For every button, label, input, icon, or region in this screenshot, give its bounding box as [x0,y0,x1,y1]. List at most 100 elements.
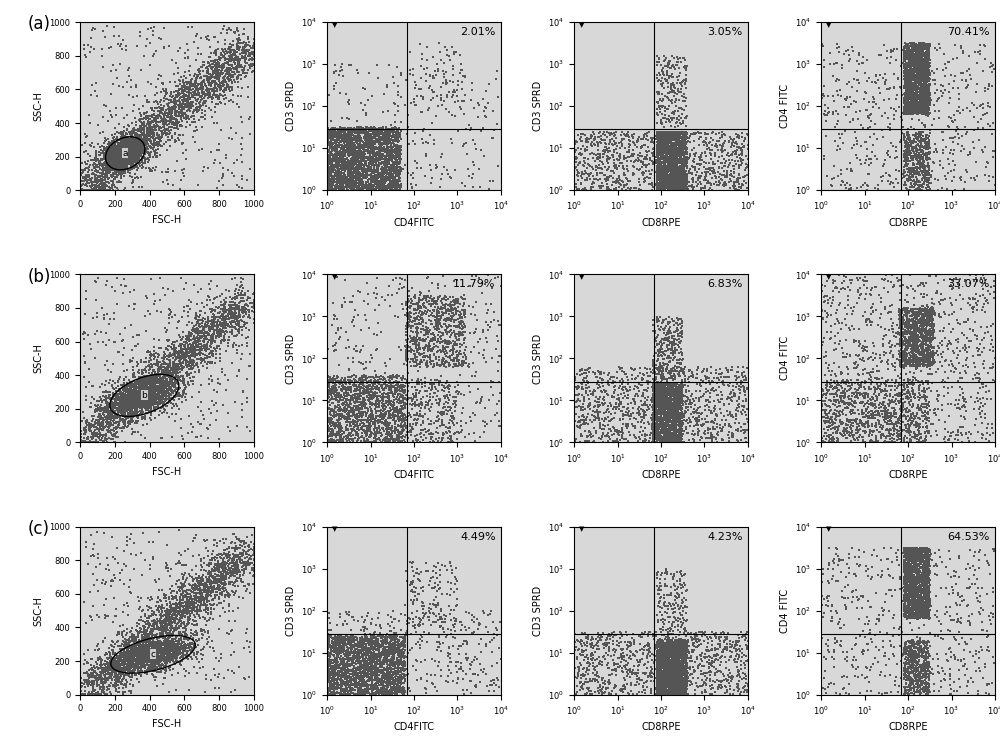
Point [623,653,639,665]
Point [908,330,924,341]
Point [168,353,184,365]
Point [394,389,410,401]
Point [383,159,399,171]
Point [894,314,910,326]
Point [915,87,931,99]
Point [913,341,929,353]
Point [123,129,139,141]
Point [613,648,629,660]
Point [399,343,415,355]
Point [722,392,738,404]
Point [647,390,663,402]
Point [899,604,915,616]
Point [890,429,906,441]
Point [408,611,424,623]
Point [660,416,676,428]
Point [389,372,405,384]
Point [664,661,680,672]
Point [193,61,209,72]
Point [645,409,661,421]
Point [122,395,138,406]
Point [98,668,114,680]
Point [155,645,171,657]
Point [660,146,676,158]
Point [139,387,155,399]
Point [815,611,831,623]
Point [907,88,923,100]
Point [193,605,209,617]
Point [353,415,369,426]
Point [913,661,929,672]
Point [902,76,918,88]
Point [164,338,180,350]
Point [622,666,638,678]
Point [332,425,348,437]
Point [163,587,179,599]
Point [897,355,913,367]
Point [227,396,243,408]
Point [163,628,179,640]
Point [340,407,356,419]
Point [106,417,122,429]
Point [156,361,172,372]
Point [714,174,730,186]
Point [143,644,159,656]
Point [645,426,661,438]
Point [114,160,130,171]
Point [388,658,404,670]
Point [671,168,687,180]
Point [901,154,917,166]
Point [653,426,669,438]
Point [605,403,621,415]
Point [652,172,668,184]
Point [664,176,680,188]
Point [668,432,684,444]
Point [903,355,919,367]
Point [322,170,338,182]
Point [920,105,936,117]
Point [668,415,684,427]
Point [900,579,916,590]
Point [382,669,398,681]
Point [907,312,923,324]
Point [911,98,927,109]
Point [216,307,232,319]
Point [164,132,180,144]
Point [376,658,392,670]
Point [218,84,234,96]
Point [375,684,391,696]
Point [678,395,694,407]
Point [166,365,182,377]
Point [921,80,937,92]
Point [722,635,738,647]
Point [387,645,403,657]
Point [910,581,926,593]
Point [652,134,668,146]
Point [364,638,380,650]
Point [164,106,180,118]
Point [650,639,666,651]
Point [435,355,451,367]
Point [918,610,934,621]
Point [920,56,936,68]
Point [582,403,598,415]
Point [917,609,933,621]
Point [130,147,146,159]
Point [875,605,891,617]
Point [240,301,256,313]
Point [332,135,348,147]
Point [171,616,187,627]
Point [217,306,233,318]
Point [141,381,157,392]
Point [862,315,878,327]
Point [667,423,683,435]
Point [110,397,126,409]
Point [158,613,174,625]
Point [916,571,932,583]
Point [369,643,385,655]
Point [578,167,594,179]
Point [155,371,171,383]
Point [937,332,953,344]
Point [161,378,177,390]
Point [349,167,365,179]
